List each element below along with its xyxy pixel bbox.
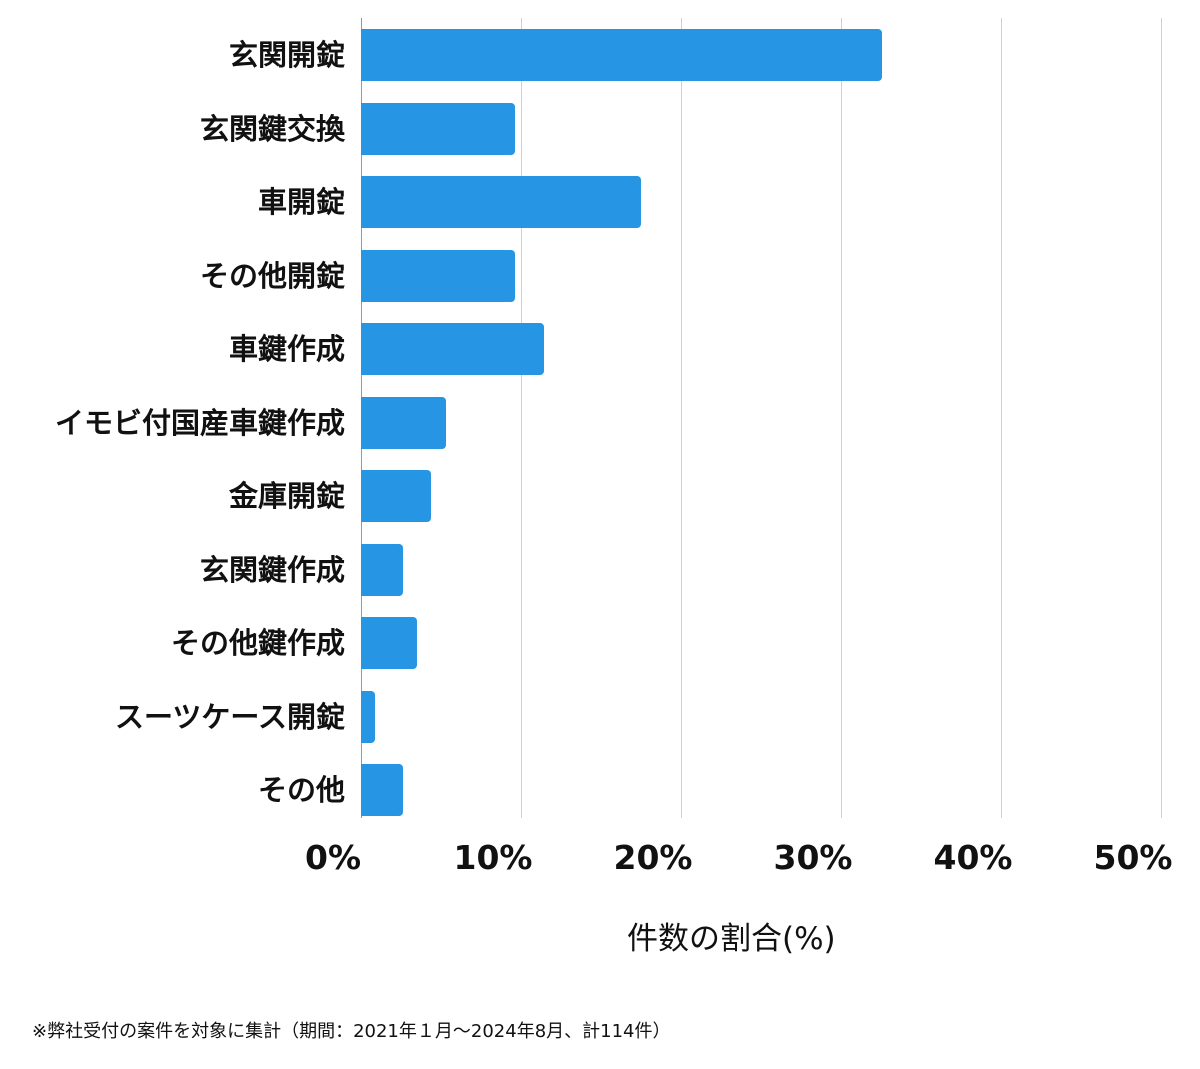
category-label: 車鍵作成 bbox=[228, 332, 345, 366]
x-tick-label: 10% bbox=[453, 838, 533, 877]
gridline bbox=[841, 18, 842, 818]
bar bbox=[361, 764, 403, 816]
gridline bbox=[1161, 18, 1162, 818]
category-label: 車開錠 bbox=[257, 185, 345, 219]
bar bbox=[361, 470, 432, 522]
bar bbox=[361, 249, 515, 302]
category-label: その他開錠 bbox=[199, 258, 345, 293]
category-label: 金庫開錠 bbox=[228, 479, 345, 513]
x-axis-title: 件数の割合(%) bbox=[627, 921, 836, 957]
plot-area bbox=[361, 18, 1162, 818]
bar bbox=[361, 176, 642, 228]
gridline bbox=[521, 18, 522, 818]
gridline bbox=[1001, 18, 1002, 818]
x-tick-label: 50% bbox=[1093, 838, 1173, 877]
category-label: その他鍵作成 bbox=[170, 626, 345, 660]
x-tick-label: 20% bbox=[613, 838, 693, 877]
bar bbox=[361, 29, 882, 81]
gridline bbox=[681, 18, 682, 818]
x-tick-label: 30% bbox=[773, 838, 853, 877]
x-tick-label: 40% bbox=[933, 838, 1013, 877]
bar bbox=[361, 690, 376, 743]
category-label: スーツケース開錠 bbox=[115, 699, 345, 734]
bar bbox=[361, 102, 515, 155]
footnote: ※弊社受付の案件を対象に集計（期間：2021年１月～2024年8月、計114件） bbox=[32, 1021, 671, 1042]
bar bbox=[361, 323, 544, 375]
bar bbox=[361, 617, 418, 669]
category-label: その他 bbox=[257, 773, 345, 807]
category-label: 玄関鍵作成 bbox=[199, 552, 345, 587]
category-label: イモビ付国産車鍵作成 bbox=[54, 405, 345, 440]
bar bbox=[361, 396, 446, 449]
category-label: 玄関鍵交換 bbox=[199, 111, 345, 146]
bar bbox=[361, 543, 403, 596]
x-tick-label: 0% bbox=[304, 838, 362, 877]
category-label: 玄関開錠 bbox=[228, 38, 345, 72]
